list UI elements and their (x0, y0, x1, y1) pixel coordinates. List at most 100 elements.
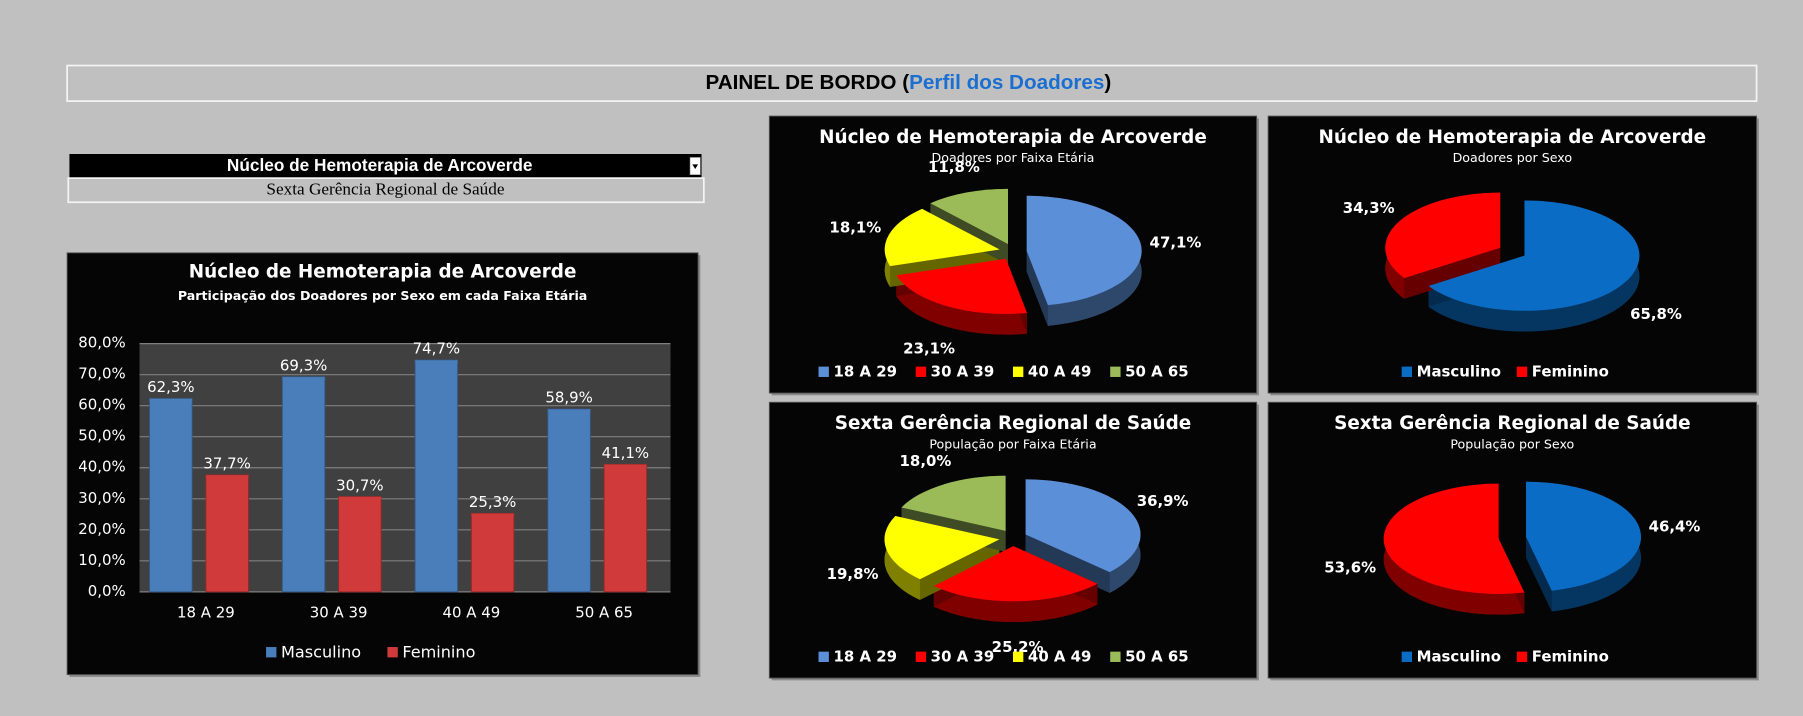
selector-box[interactable] (69, 154, 702, 179)
dropdown-arrow (692, 164, 699, 169)
data-label: 37,7% (203, 455, 250, 473)
y-tick-label: 80,0% (78, 334, 125, 352)
data-label: 36,9% (1137, 492, 1189, 510)
legend-swatch (1110, 366, 1121, 377)
slice-side (1526, 481, 1552, 612)
chart-title: Núcleo de Hemoterapia de Arcoverde (819, 127, 1207, 148)
legend-label: Feminino (1532, 647, 1609, 665)
legend-swatch (915, 651, 927, 662)
slice (901, 475, 1006, 531)
legend-label: 40 A 49 (1028, 647, 1092, 665)
chart-panel (768, 401, 1258, 679)
y-tick-label: 40,0% (78, 458, 125, 476)
slice (933, 546, 1098, 602)
x-tick-label: 50 A 65 (575, 604, 633, 622)
title-part: ) (1104, 71, 1111, 94)
title-part: PAINEL DE BORDO ( (705, 71, 909, 94)
chart-subtitle: Doadores por Sexo (1453, 150, 1573, 165)
chart-panel (768, 115, 1258, 394)
data-label: 25,2% (992, 638, 1044, 656)
legend-swatch (1516, 651, 1528, 662)
legend-label: 40 A 49 (1028, 362, 1092, 380)
bar-highlight (149, 398, 193, 403)
bar-highlight (338, 496, 382, 501)
data-label: 18,0% (900, 452, 952, 470)
legend-label: 50 A 65 (1125, 362, 1189, 380)
slice-side (1026, 195, 1048, 326)
slice (1526, 481, 1641, 591)
chart-subtitle: Doadores por Faixa Etária (932, 150, 1095, 165)
data-label: 18,1% (829, 218, 881, 236)
legend-label: Masculino (281, 642, 361, 661)
legend-swatch (1401, 366, 1413, 377)
legend-label: Feminino (1532, 362, 1609, 380)
chart-subtitle: População por Faixa Etária (929, 436, 1096, 451)
region-box (67, 177, 705, 204)
data-label: 23,1% (903, 339, 955, 357)
bar-highlight (471, 513, 514, 517)
page-title: PAINEL DE BORDO (Perfil dos Doadores) (705, 71, 1111, 94)
chart-subtitle: Participação dos Doadores por Sexo em ca… (178, 288, 587, 303)
data-label: 11,8% (928, 158, 980, 176)
slice (884, 515, 1000, 580)
x-tick-label: 30 A 39 (310, 604, 368, 622)
slice (1383, 483, 1525, 594)
bar-highlight (604, 464, 647, 468)
legend-swatch (1110, 651, 1121, 662)
y-tick-label: 50,0% (78, 427, 125, 445)
legend-label: 18 A 29 (833, 362, 897, 380)
data-label: 46,4% (1649, 518, 1701, 536)
legend-swatch (818, 366, 829, 377)
data-label: 53,6% (1324, 559, 1376, 577)
slice-side (896, 275, 1028, 335)
slice (1025, 479, 1141, 573)
slice (884, 208, 1000, 267)
legend-label: Masculino (1417, 647, 1501, 665)
data-label: 47,1% (1150, 233, 1202, 251)
bar-highlight (547, 409, 591, 413)
legend-swatch (1012, 651, 1024, 662)
legend-label: 18 A 29 (833, 647, 897, 665)
bar (281, 376, 326, 593)
data-label: 30,7% (336, 476, 383, 494)
chart-panel (1267, 401, 1758, 679)
slice (1026, 195, 1142, 306)
selector-value[interactable]: Núcleo de Hemoterapia de Arcoverde (227, 155, 533, 175)
bar-highlight (205, 474, 249, 479)
legend-swatch (1012, 366, 1024, 377)
title-bar (66, 64, 1758, 102)
data-label: 65,8% (1630, 305, 1682, 323)
bar (338, 496, 382, 593)
y-tick-label: 30,0% (78, 489, 125, 507)
region-label: Sexta Gerência Regional de Saúde (266, 180, 504, 199)
bar-highlight (282, 376, 325, 381)
data-label: 58,9% (545, 389, 592, 407)
y-tick-label: 10,0% (78, 551, 125, 569)
legend-label: Masculino (1417, 362, 1501, 380)
data-label: 19,8% (827, 565, 879, 583)
data-label: 41,1% (602, 444, 649, 462)
legend-label: Feminino (402, 642, 475, 661)
legend-swatch (818, 651, 829, 662)
legend-label: 30 A 39 (931, 362, 995, 380)
chart-panel (1267, 115, 1758, 394)
y-tick-label: 20,0% (78, 520, 125, 538)
data-label: 34,3% (1343, 199, 1395, 217)
slice (896, 258, 1028, 314)
slice (930, 188, 1008, 244)
chart-title: Sexta Gerência Regional de Saúde (1334, 413, 1690, 434)
bar (547, 408, 591, 593)
legend-label: 50 A 65 (1125, 647, 1189, 665)
bar (470, 512, 515, 593)
legend-swatch (387, 647, 398, 658)
slice-side (933, 583, 1098, 622)
legend-swatch (1401, 651, 1413, 662)
data-label: 69,3% (280, 356, 327, 374)
legend-label: 30 A 39 (931, 647, 995, 665)
bar (603, 463, 648, 593)
y-tick-label: 70,0% (78, 365, 125, 383)
legend-swatch (266, 647, 277, 658)
y-tick-label: 60,0% (78, 396, 125, 414)
